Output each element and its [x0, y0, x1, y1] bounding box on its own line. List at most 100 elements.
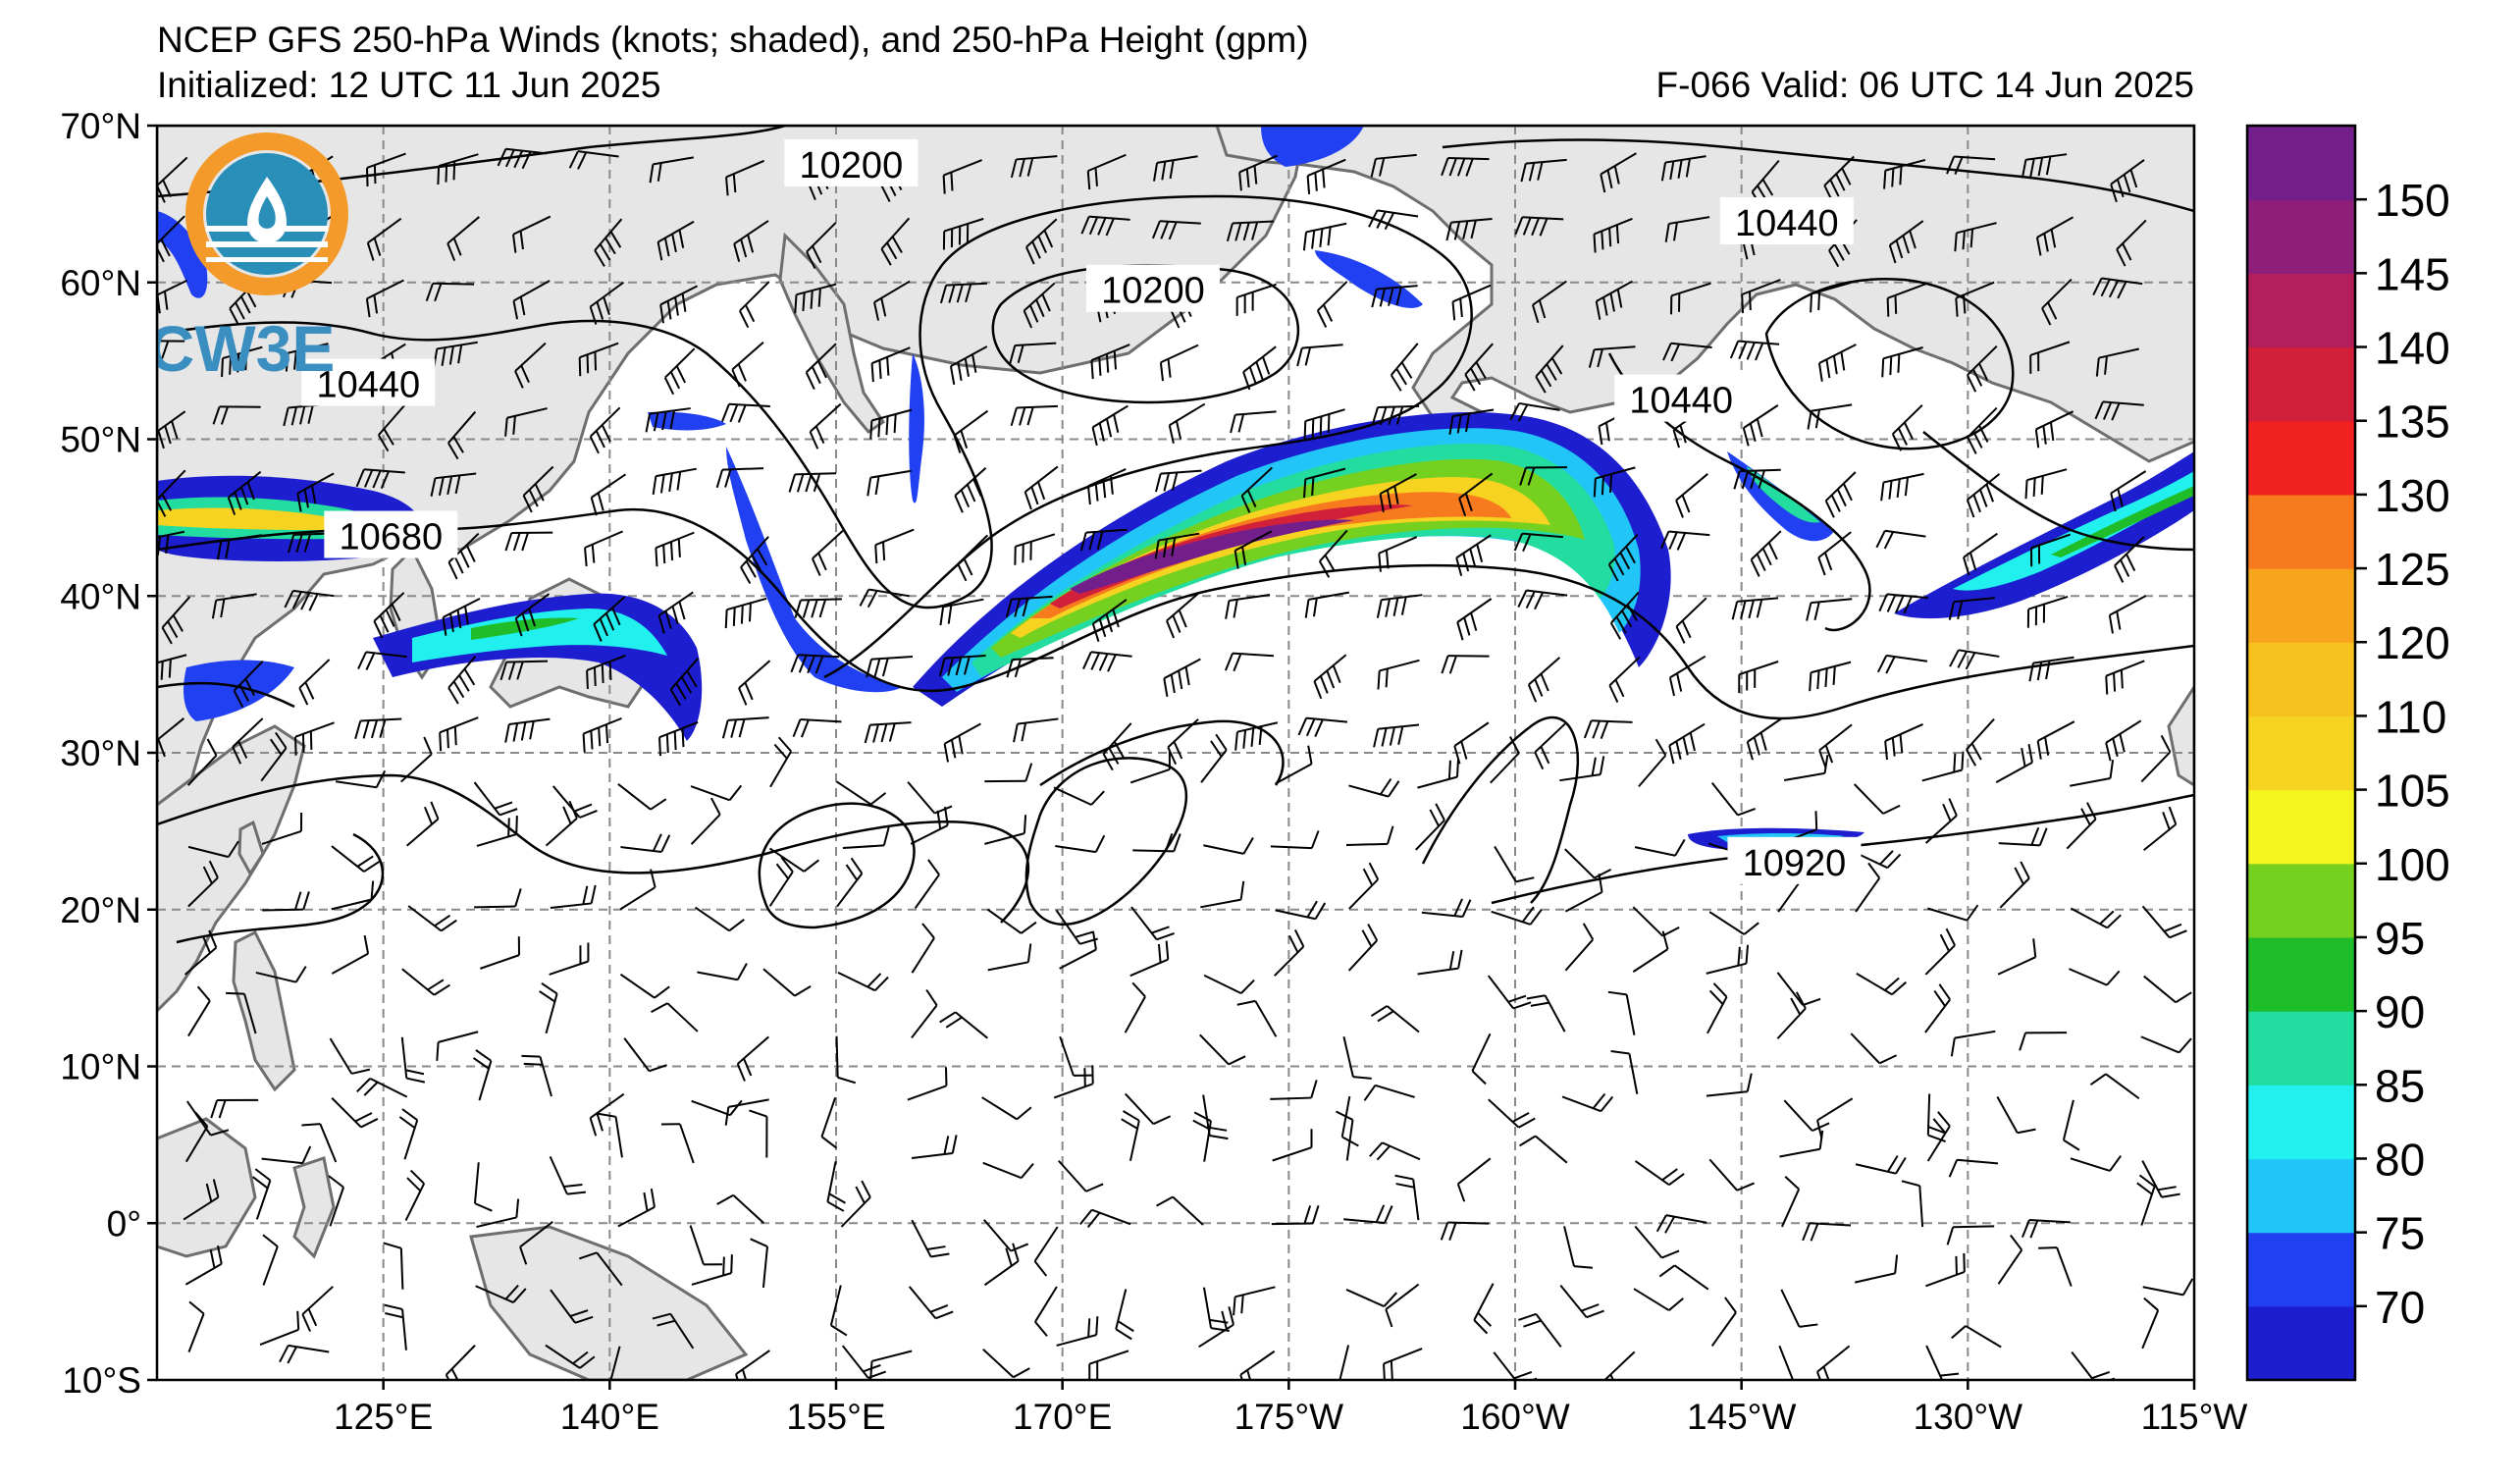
wind-barb	[1199, 1033, 1246, 1066]
wind-barb	[2021, 1219, 2071, 1239]
wind-barb	[401, 968, 450, 996]
wind-barb	[430, 472, 477, 497]
wind-barb	[1925, 1252, 1966, 1288]
wind-barb	[1997, 938, 2037, 976]
wind-barb	[476, 816, 518, 847]
wind-barb	[987, 943, 1032, 972]
wind-barb	[790, 654, 840, 674]
wind-barb	[1023, 282, 1056, 329]
wind-barb	[869, 1350, 913, 1380]
wind-barb	[2092, 277, 2143, 299]
wind-barb	[519, 1220, 553, 1265]
lat-label: 40°N	[60, 576, 141, 616]
wind-barb	[512, 215, 551, 253]
wind-barb	[157, 156, 188, 203]
wind-barb	[1053, 786, 1105, 806]
wind-barb	[1519, 1135, 1568, 1164]
jet-japan-85kt	[412, 609, 667, 662]
lat-label: 10°S	[62, 1360, 141, 1401]
wind-barb	[1948, 1158, 1999, 1178]
wind-barb	[864, 721, 912, 744]
wind-barb	[578, 1251, 623, 1287]
lon-label: 170°E	[1013, 1397, 1112, 1437]
lon-label: 140°E	[560, 1397, 659, 1437]
height-contours	[157, 126, 2194, 944]
wind-barb	[377, 402, 407, 452]
wind-barb	[578, 342, 619, 377]
wind-barb	[1966, 473, 2001, 518]
wind-barb	[1662, 342, 1712, 362]
contour-10680-a	[157, 507, 2194, 720]
svg-text:10440: 10440	[1629, 381, 1733, 422]
wind-barb	[1850, 1033, 1897, 1065]
wind-barb	[1488, 1098, 1536, 1129]
wind-barb	[1379, 473, 1417, 512]
colorbar-tick-label: 135	[2375, 397, 2450, 448]
svg-text:10920: 10920	[1743, 843, 1847, 884]
height-label: 10920	[1727, 836, 1862, 884]
wind-barb	[157, 654, 187, 680]
wind-barb	[911, 923, 935, 974]
wind-barb	[1010, 155, 1058, 179]
wind-barb	[474, 888, 522, 909]
wind-barb	[1824, 471, 1857, 518]
contour-10920-d	[1421, 715, 1579, 904]
wind-barb	[1242, 345, 1277, 391]
wind-barb	[1731, 597, 1779, 620]
wind-barb	[939, 598, 984, 626]
wind-barb	[1129, 940, 1170, 978]
wind-barb	[2070, 760, 2115, 787]
wind-barb	[1236, 999, 1278, 1037]
wind-barb	[2142, 1278, 2194, 1297]
wind-barb	[1059, 1035, 1092, 1077]
wind-barb	[1659, 530, 1710, 551]
wind-barb	[837, 971, 889, 992]
wind-barb	[1706, 982, 1728, 1034]
wind-barb	[1710, 781, 1757, 817]
wind-barb	[1950, 1030, 1996, 1057]
wind-barb	[2141, 1160, 2180, 1198]
wind-barb	[157, 215, 185, 263]
wind-barb	[545, 1344, 596, 1369]
wind-barb	[1079, 528, 1128, 552]
svg-text:10200: 10200	[1101, 271, 1205, 312]
wind-barb	[1151, 220, 1201, 240]
wind-barb	[157, 530, 185, 556]
wind-barb	[1057, 1159, 1104, 1192]
wind-barb	[2095, 347, 2139, 377]
wind-barb	[880, 217, 911, 266]
height-label: 10680	[324, 510, 458, 558]
wind-barb	[620, 833, 671, 853]
wind-barb	[1129, 750, 1171, 784]
colorbar-tick-label: 105	[2375, 766, 2450, 817]
wind-barb	[735, 1350, 770, 1380]
wind-barb	[1966, 717, 1995, 767]
colorbar-bin	[2247, 568, 2355, 643]
colorbar-bin	[2247, 1011, 2355, 1086]
wind-barb	[1967, 406, 1998, 454]
wind-barb	[1706, 944, 1750, 975]
wind-barb	[1458, 472, 1494, 517]
colorbar-bin	[2247, 1158, 2355, 1234]
wind-barb	[2038, 1246, 2073, 1287]
wind-barb	[400, 1036, 426, 1084]
wind-barb	[1473, 1283, 1495, 1335]
wind-barb	[1272, 1129, 1313, 1162]
wind-barb	[1875, 529, 1926, 550]
wind-barb	[1891, 404, 1923, 451]
wind-barb	[251, 1168, 272, 1220]
wind-barb	[1888, 220, 1924, 264]
lon-label: 160°W	[1460, 1397, 1570, 1437]
wind-barb	[1091, 404, 1129, 447]
wind-barb	[1742, 404, 1779, 447]
wind-barb	[1675, 597, 1707, 644]
land-siberia	[157, 126, 1307, 836]
lat-label: 20°N	[60, 890, 141, 930]
wind-barb	[1921, 751, 1965, 782]
colorbar-bin	[2247, 494, 2355, 569]
jet-main-125kt	[1030, 492, 1511, 618]
wind-barb	[354, 717, 402, 740]
wind-barb	[1441, 655, 1490, 674]
wind-barb	[733, 220, 769, 262]
wind-barb	[1559, 756, 1605, 782]
